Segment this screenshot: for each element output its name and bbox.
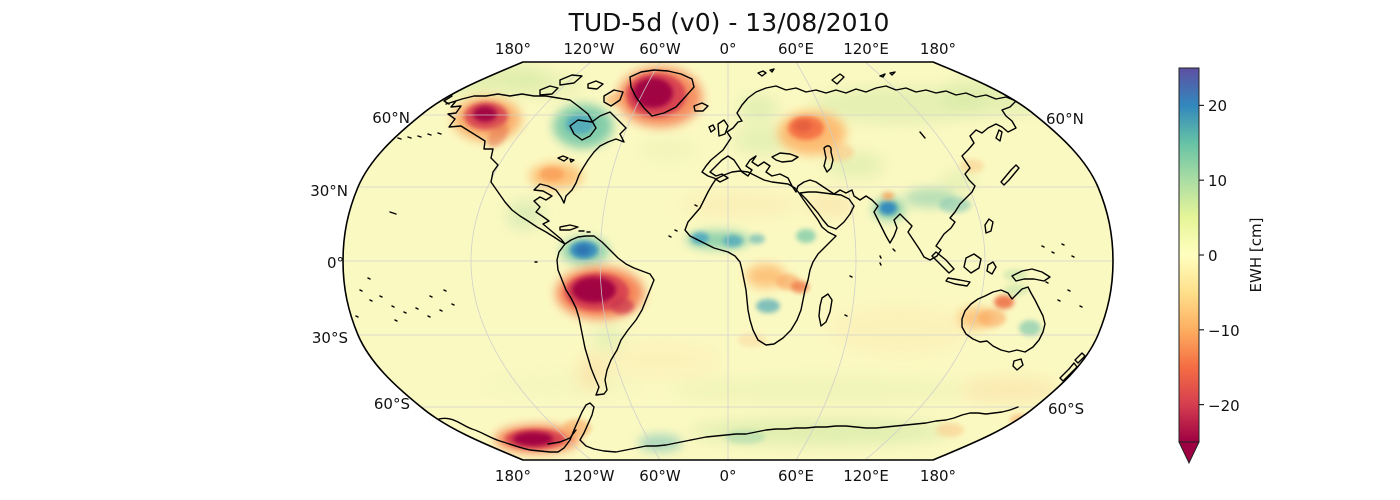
lon-tick-bottom-180w: 180° (494, 467, 532, 485)
colorbar-tick-20: 20 (1208, 97, 1228, 115)
lon-tick-bottom-120w: 120°W (563, 467, 615, 485)
lon-tick-bottom-60e: 60°E (777, 467, 815, 485)
lon-tick-top-180w: 180° (494, 40, 532, 58)
page-title: TUD-5d (v0) - 13/08/2010 (568, 8, 890, 37)
colorbar-tick-marks (1199, 104, 1204, 406)
lon-tick-top-180e: 180° (919, 40, 957, 58)
coastlines (355, 68, 1086, 453)
lat-tick-left-30s: 30°S (311, 329, 348, 347)
lon-tick-bottom-120e: 120°E (843, 467, 889, 485)
colorbar-tick-10: 10 (1208, 172, 1228, 190)
lon-tick-bottom-60w: 60°W (639, 467, 681, 485)
colorbar-tick-m10: −10 (1208, 322, 1240, 340)
colorbar-axis-label: EWH [cm] (1247, 217, 1265, 293)
colorbar-tick-0: 0 (1208, 247, 1218, 265)
lon-tick-bottom-0: 0° (719, 467, 737, 485)
lon-tick-bottom-180e: 180° (919, 467, 957, 485)
lat-tick-right-60n: 60°N (1046, 110, 1084, 128)
faint-tint-layer (410, 62, 1060, 444)
lon-tick-top-60e: 60°E (777, 40, 815, 58)
colorbar-extend-arrow (1178, 441, 1200, 465)
lat-tick-left-60s: 60°S (373, 395, 410, 413)
lat-tick-left-30n: 30°N (310, 182, 348, 200)
colorbar (1178, 67, 1204, 465)
lon-tick-top-120w: 120°W (563, 40, 615, 58)
lon-tick-top-120e: 120°E (843, 40, 889, 58)
map-area (343, 62, 1113, 460)
lon-tick-top-0: 0° (719, 40, 737, 58)
colorbar-gradient-bar (1178, 67, 1200, 443)
lat-tick-right-60s: 60°S (1048, 400, 1085, 418)
robinson-boundary (342, 61, 1114, 461)
lat-tick-left-0: 0° (326, 254, 344, 272)
lon-tick-top-60w: 60°W (639, 40, 681, 58)
colorbar-tick-m20: −20 (1208, 397, 1240, 415)
lat-tick-left-60n: 60°N (372, 109, 410, 127)
